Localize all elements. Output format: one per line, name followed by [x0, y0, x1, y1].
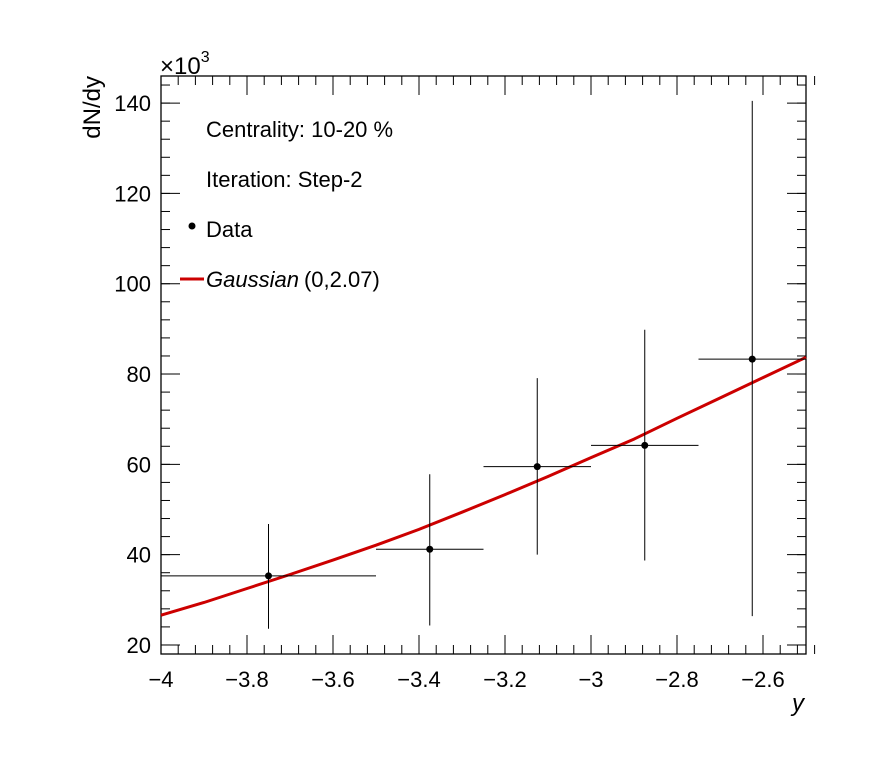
- data-points-layer: [161, 100, 806, 629]
- y-tick-label: 40: [127, 543, 151, 568]
- data-marker: [265, 572, 272, 580]
- y-tick-label: 60: [127, 452, 151, 477]
- data-marker: [426, 545, 434, 553]
- x-tick-label: −3.2: [483, 667, 526, 692]
- y-axis-multiplier-base: ×10: [160, 53, 201, 80]
- y-tick-label: 20: [127, 633, 151, 658]
- x-tick-label: −3: [578, 667, 603, 692]
- legend-gaussian-name: Gaussian: [206, 267, 299, 292]
- annotation-iteration: Iteration: Step-2: [206, 167, 363, 192]
- x-tick-label: −3.6: [311, 667, 354, 692]
- x-tick-label: −3.8: [225, 667, 268, 692]
- legend-gaussian-label: Gaussian (0,2.07): [206, 267, 380, 292]
- data-point-1: [161, 523, 376, 629]
- y-tick-label: 120: [114, 181, 151, 206]
- plot-frame-layer: [160, 75, 807, 655]
- x-tick-label: −2.8: [655, 667, 698, 692]
- x-tick-label: −3.4: [397, 667, 440, 692]
- y-tick-label: 140: [114, 91, 151, 116]
- legend-data-marker: [188, 222, 196, 230]
- gaussian-curve: [160, 355, 807, 617]
- data-point-4: [591, 329, 699, 561]
- axis-ticks: [160, 76, 816, 654]
- gaussian-curve-layer: [160, 355, 807, 617]
- data-marker: [748, 355, 756, 363]
- y-tick-labels: 20 40 60 80 100 120 140: [114, 91, 151, 658]
- data-marker: [641, 441, 649, 449]
- data-point-2: [376, 474, 484, 626]
- annotation-centrality: Centrality: 10-20 %: [206, 117, 393, 142]
- y-axis-title: dN/dy: [79, 76, 106, 139]
- x-axis-title: y: [790, 690, 806, 717]
- legend: Centrality: 10-20 % Iteration: Step-2 Da…: [180, 117, 393, 292]
- y-tick-label: 80: [127, 362, 151, 387]
- data-point-3: [483, 378, 591, 555]
- x-tick-labels: −4 −3.8 −3.6 −3.4 −3.2 −3 −2.8 −2.6: [148, 667, 784, 692]
- legend-data-label: Data: [206, 217, 253, 242]
- x-tick-label: −2.6: [741, 667, 784, 692]
- data-point-5: [698, 100, 806, 617]
- y-axis-multiplier-exponent: 3: [201, 49, 210, 66]
- data-marker: [533, 463, 541, 471]
- legend-gaussian-params: (0,2.07): [304, 267, 380, 292]
- y-axis-multiplier: ×103: [160, 49, 210, 80]
- plot-frame: [160, 75, 807, 655]
- x-tick-label: −4: [148, 667, 173, 692]
- y-tick-label: 100: [114, 272, 151, 297]
